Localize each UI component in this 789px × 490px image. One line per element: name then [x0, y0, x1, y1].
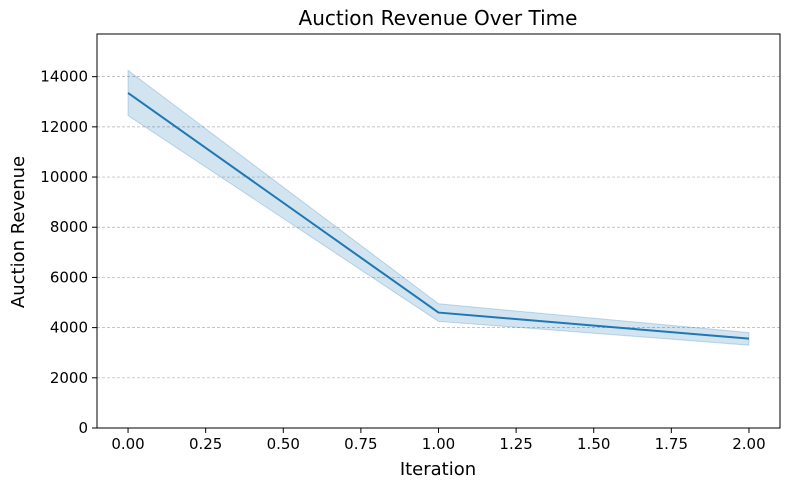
- x-tick-layer: 0.00 0.25 0.50 0.75 1.00 1.25 1.50 1.75 2.00: [111, 428, 766, 453]
- y-tick-layer: 0 2000 4000 6000 8000 10000 12000 14000: [40, 68, 97, 437]
- confidence-band: [127, 69, 750, 346]
- y-tick-label: 14000: [40, 68, 88, 86]
- y-tick-label: 0: [78, 419, 88, 437]
- x-tick-label: 0.50: [267, 435, 300, 453]
- x-tick-label: 1.00: [422, 435, 455, 453]
- y-tick-label: 6000: [50, 268, 88, 286]
- y-tick-label: 10000: [40, 168, 88, 186]
- x-tick-label: 2.00: [732, 435, 765, 453]
- series-line: [127, 92, 750, 340]
- y-tick-label: 8000: [50, 218, 88, 236]
- x-tick-label: 1.75: [655, 435, 688, 453]
- confidence-band-layer: [127, 69, 750, 346]
- x-axis-label: Iteration: [400, 459, 476, 480]
- y-tick-label: 4000: [50, 319, 88, 337]
- x-tick-label: 1.50: [577, 435, 610, 453]
- x-tick-label: 0.25: [189, 435, 222, 453]
- y-axis-label: Auction Revenue: [8, 156, 29, 308]
- x-tick-label: 0.00: [111, 435, 144, 453]
- y-tick-label: 2000: [50, 369, 88, 387]
- axes-layer: [96, 33, 781, 429]
- y-tick-label: 12000: [40, 118, 88, 136]
- chart-title: Auction Revenue Over Time: [299, 6, 578, 30]
- x-tick-label: 0.75: [344, 435, 377, 453]
- x-tick-label: 1.25: [499, 435, 532, 453]
- series-line-layer: [127, 92, 750, 340]
- plot-frame: [96, 33, 781, 429]
